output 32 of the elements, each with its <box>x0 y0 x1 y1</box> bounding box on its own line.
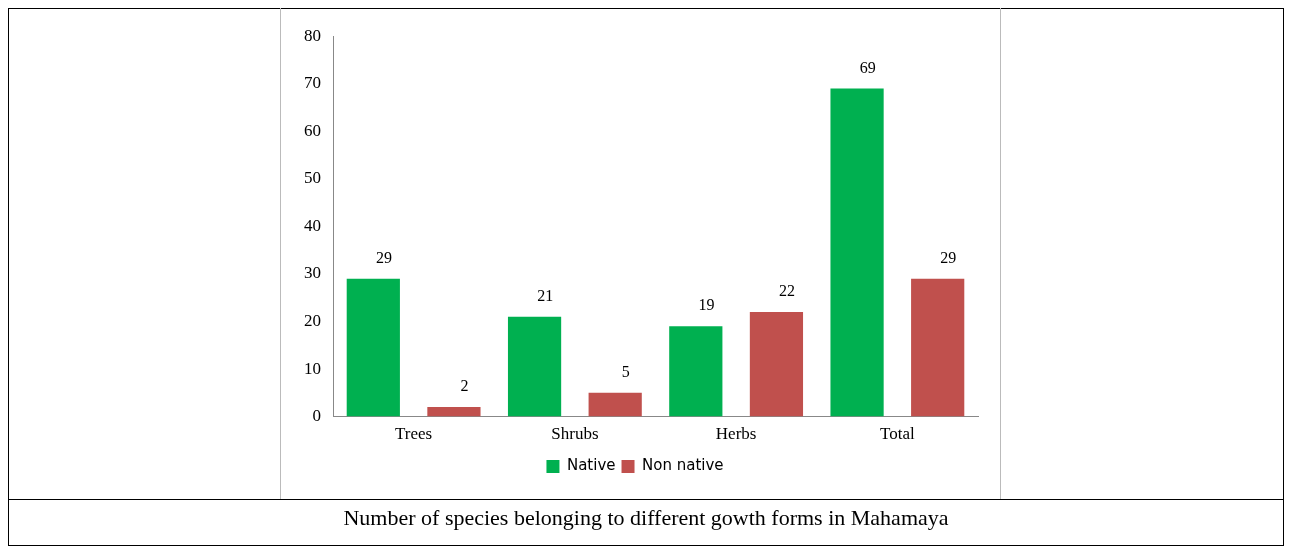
y-tick-label: 20 <box>304 310 321 330</box>
x-tick-label: Trees <box>395 424 433 444</box>
y-tick-label: 40 <box>304 215 321 235</box>
bar <box>507 316 562 417</box>
y-tick-label: 0 <box>312 406 321 426</box>
y-tick-label: 50 <box>304 168 321 188</box>
bar <box>427 407 481 417</box>
data-label: 21 <box>537 286 554 304</box>
data-label: 2 <box>460 377 469 395</box>
bar <box>669 326 723 417</box>
data-label: 29 <box>940 248 957 266</box>
data-label: 5 <box>621 363 630 381</box>
legend-label: Native <box>566 456 616 475</box>
data-label: 19 <box>698 296 715 314</box>
legend-label: Non native <box>642 456 724 475</box>
bar <box>346 278 400 417</box>
bar <box>830 88 884 417</box>
x-tick-label: Total <box>880 424 915 444</box>
data-label: 22 <box>779 282 796 300</box>
text: Number of species belonging to different gowth forms in Mahamaya <box>342 505 950 531</box>
bar <box>749 311 804 417</box>
y-tick-label: 30 <box>304 263 321 283</box>
x-tick-label: Shrubs <box>551 424 599 444</box>
bar <box>588 392 642 417</box>
y-tick-label: 70 <box>304 73 321 93</box>
y-tick-label: 80 <box>304 25 321 45</box>
x-tick-label: Herbs <box>715 424 757 444</box>
data-label: 69 <box>859 58 876 76</box>
bar <box>911 278 965 417</box>
data-label: 29 <box>375 248 392 266</box>
y-tick-label: 10 <box>304 358 321 378</box>
y-tick-label: 60 <box>304 120 321 140</box>
